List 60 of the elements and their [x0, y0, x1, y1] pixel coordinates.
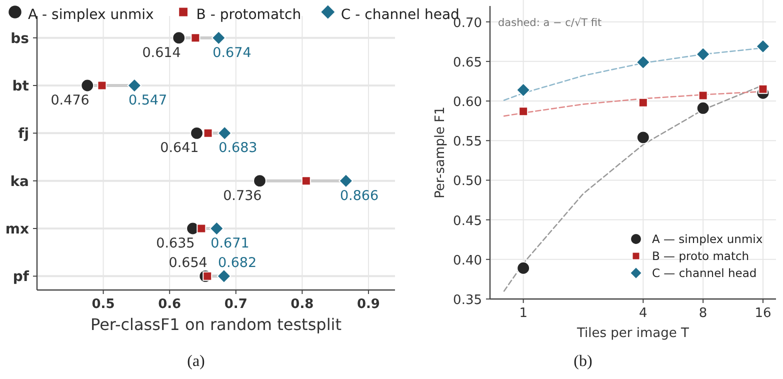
x-tick-label: 8 [698, 306, 708, 321]
x-axis-title: Tiles per image T [576, 326, 690, 341]
legend-label: B - protomatch [196, 7, 302, 23]
point [211, 30, 226, 46]
y-tick-label: pf [12, 269, 30, 286]
x-tick-label: 1 [519, 306, 528, 321]
x-tick-label: 0.5 [92, 297, 115, 312]
point [217, 126, 232, 140]
data-label: 0.674 [212, 44, 252, 61]
point [97, 80, 107, 90]
y-tick-label: ka [10, 174, 29, 190]
data-label: 0.866 [340, 188, 379, 204]
x-axis-title: Per-classF1 on random testsplit [90, 315, 342, 334]
y-tick-label: 0.65 [453, 55, 482, 70]
point [216, 268, 232, 284]
point [172, 31, 186, 45]
point [338, 174, 354, 188]
text: (a) [187, 353, 205, 370]
point [190, 126, 204, 140]
text: (b) [574, 353, 592, 370]
y-tick-label: 0.50 [453, 174, 482, 190]
data-label: 0.671 [210, 236, 250, 252]
x-tick-label: 0.7 [224, 297, 248, 312]
point [209, 221, 224, 236]
data-label: 0.476 [50, 92, 90, 108]
point [80, 78, 94, 92]
point [196, 224, 206, 234]
y-tick-label: 0.60 [453, 95, 482, 110]
y-tick-label: 0.35 [453, 293, 482, 308]
data-label: 0.683 [218, 140, 258, 156]
x-tick-label: 16 [754, 306, 772, 321]
point [253, 174, 266, 188]
y-tick-label: 0.40 [453, 253, 482, 268]
y-tick-label: fj [18, 126, 29, 142]
legend-label: C — channel head [652, 266, 757, 280]
point [127, 78, 142, 93]
data-label: 0.682 [218, 255, 257, 272]
y-tick-label: 0.55 [453, 134, 482, 150]
x-tick-label: 0.9 [356, 297, 380, 312]
y-tick-label: bs [10, 30, 29, 47]
y-tick-label: bt [12, 78, 30, 94]
legend-label: A — simplex unmix [652, 232, 763, 246]
point [190, 33, 200, 43]
x-tick-label: 0.8 [290, 297, 314, 312]
data-label: 0.614 [142, 44, 181, 61]
y-tick-label: 0.45 [453, 214, 482, 229]
point [301, 176, 311, 186]
x-tick-label: 4 [639, 306, 648, 321]
y-tick-label: mx [5, 222, 29, 238]
y-axis-title: Per-sample F1 [433, 106, 448, 198]
point [203, 128, 213, 138]
data-label: 0.635 [156, 236, 195, 252]
data-label: 0.547 [128, 92, 168, 108]
data-label: 0.654 [168, 255, 208, 272]
legend-label: A - simplex unmix [28, 7, 154, 23]
annotation: dashed: a − c/√T fit [498, 17, 602, 29]
data-label: 0.641 [160, 140, 199, 156]
data-label: 0.736 [223, 188, 262, 204]
x-tick-label: 0.6 [158, 297, 182, 312]
legend-label: B — proto match [652, 249, 750, 263]
